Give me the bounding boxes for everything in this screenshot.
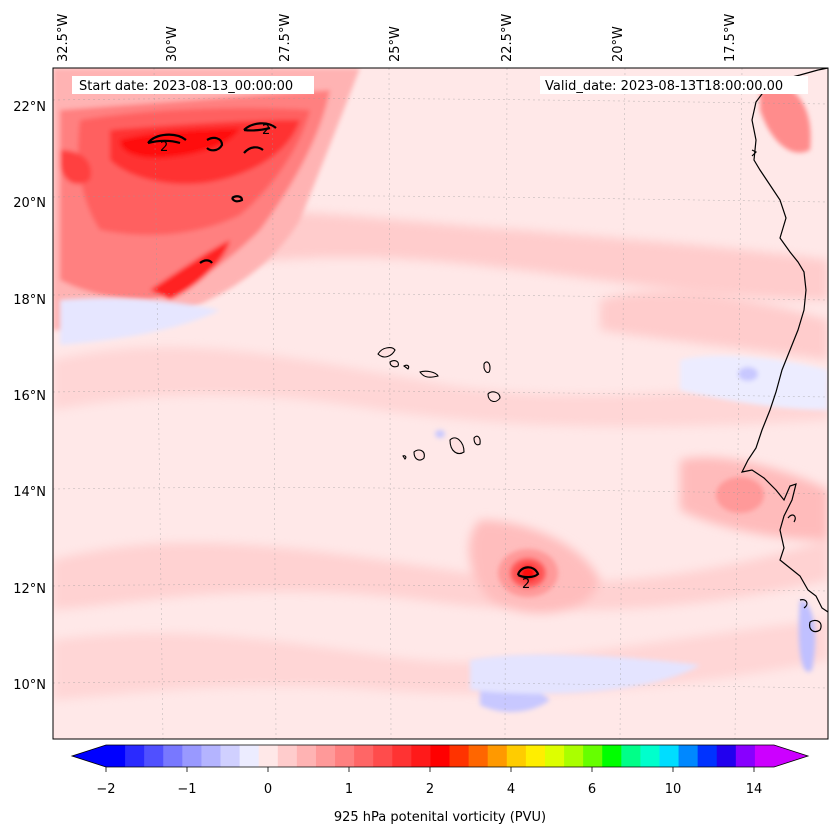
colorbar-cell — [564, 745, 584, 767]
colorbar-cell — [163, 745, 183, 767]
colorbar-ticks — [105, 767, 755, 772]
map-panel: 2 2 2 Start date: 2023-08-13_00 — [53, 68, 828, 739]
colorbar-cell — [125, 745, 145, 767]
colorbar-cell — [315, 745, 336, 767]
start-date-label: Start date: 2023-08-13_00:00:00 — [79, 79, 293, 94]
lat-label: 20°N — [13, 196, 46, 211]
colorbar-tick-label: 14 — [746, 782, 763, 797]
colorbar-cell — [411, 745, 431, 767]
colorbar-cell — [525, 745, 546, 767]
lat-label: 22°N — [13, 100, 46, 115]
lat-label: 12°N — [13, 582, 46, 597]
contour-label: 2 — [522, 577, 530, 592]
lon-label: 22.5°W — [500, 14, 515, 62]
colorbar-cell — [506, 745, 527, 767]
lon-label: 30°W — [165, 26, 180, 62]
colorbar-extend-low — [72, 745, 106, 767]
contour-label: 2 — [262, 123, 270, 138]
colorbar-cell — [106, 745, 126, 767]
colorbar-tick-label: 2 — [426, 782, 434, 797]
coastline — [740, 68, 828, 633]
colorbar-cell — [621, 745, 641, 767]
start-date-box — [72, 76, 314, 94]
colorbar-title: 925 hPa potenital vorticity (PVU) — [334, 810, 546, 825]
colorbar-cell — [258, 745, 279, 767]
colorbar-cell — [487, 745, 508, 767]
lon-label: 17.5°W — [723, 14, 738, 62]
colorbar-cells — [106, 745, 775, 767]
colorbar: −2 −1 0 1 2 4 6 10 14 925 hPa potenital … — [70, 744, 810, 825]
colorbar-cell — [602, 745, 622, 767]
cape-verde-islands — [377, 347, 501, 461]
lon-label: 32.5°W — [56, 14, 71, 62]
colorbar-cell — [468, 745, 489, 767]
colorbar-cell — [392, 745, 412, 767]
pv-field-negative — [60, 298, 828, 712]
colorbar-tick-label: −1 — [177, 782, 196, 797]
colorbar-cell — [678, 745, 699, 767]
colorbar-cell — [277, 745, 298, 767]
pv-contour-labels: 2 2 2 — [160, 123, 530, 592]
colorbar-cell — [430, 745, 450, 767]
valid-date-box — [540, 76, 808, 94]
colorbar-extend-high — [774, 745, 808, 767]
colorbar-tick-label: 1 — [345, 782, 353, 797]
lat-label: 16°N — [13, 389, 46, 404]
colorbar-tick-label: 10 — [665, 782, 682, 797]
lat-label: 18°N — [13, 293, 46, 308]
longitude-labels: 32.5°W 30°W 27.5°W 25°W 22.5°W 20°W 17.5… — [56, 14, 738, 62]
colorbar-tick-label: 6 — [588, 782, 596, 797]
colorbar-cell — [296, 745, 317, 767]
colorbar-tick-label: 4 — [507, 782, 515, 797]
lon-label: 25°W — [388, 26, 403, 62]
valid-date-label: Valid_date: 2023-08-13T18:00:00.00 — [545, 79, 783, 94]
pv-contour-2 — [147, 122, 540, 579]
colorbar-cell — [373, 745, 393, 767]
pv-field-light — [53, 209, 828, 700]
pv-field-nw-band — [53, 68, 811, 330]
latitude-labels: 22°N 20°N 18°N 16°N 14°N 12°N 10°N — [13, 100, 46, 693]
colorbar-cell — [583, 745, 603, 767]
map-frame — [52, 67, 829, 740]
lon-label: 20°W — [611, 26, 626, 62]
colorbar-cell — [640, 745, 660, 767]
colorbar-cell — [201, 745, 221, 767]
lat-label: 10°N — [13, 678, 46, 693]
colorbar-cell — [449, 745, 470, 767]
colorbar-cell — [659, 745, 679, 767]
colorbar-cell — [239, 745, 260, 767]
graticule — [53, 68, 828, 739]
colorbar-cell — [220, 745, 240, 767]
contour-label: 2 — [160, 140, 168, 155]
colorbar-cell — [182, 745, 202, 767]
colorbar-cell — [754, 745, 775, 767]
colorbar-tick-label: 0 — [264, 782, 272, 797]
colorbar-tick-label: −2 — [96, 782, 115, 797]
lon-label: 27.5°W — [278, 14, 293, 62]
colorbar-cell — [697, 745, 718, 767]
colorbar-cell — [544, 745, 565, 767]
colorbar-cell — [335, 745, 355, 767]
lat-label: 14°N — [13, 485, 46, 500]
colorbar-cell — [354, 745, 374, 767]
colorbar-cell — [144, 745, 164, 767]
colorbar-cell — [735, 745, 756, 767]
colorbar-tick-labels: −2 −1 0 1 2 4 6 10 14 — [96, 782, 762, 797]
colorbar-cell — [716, 745, 737, 767]
